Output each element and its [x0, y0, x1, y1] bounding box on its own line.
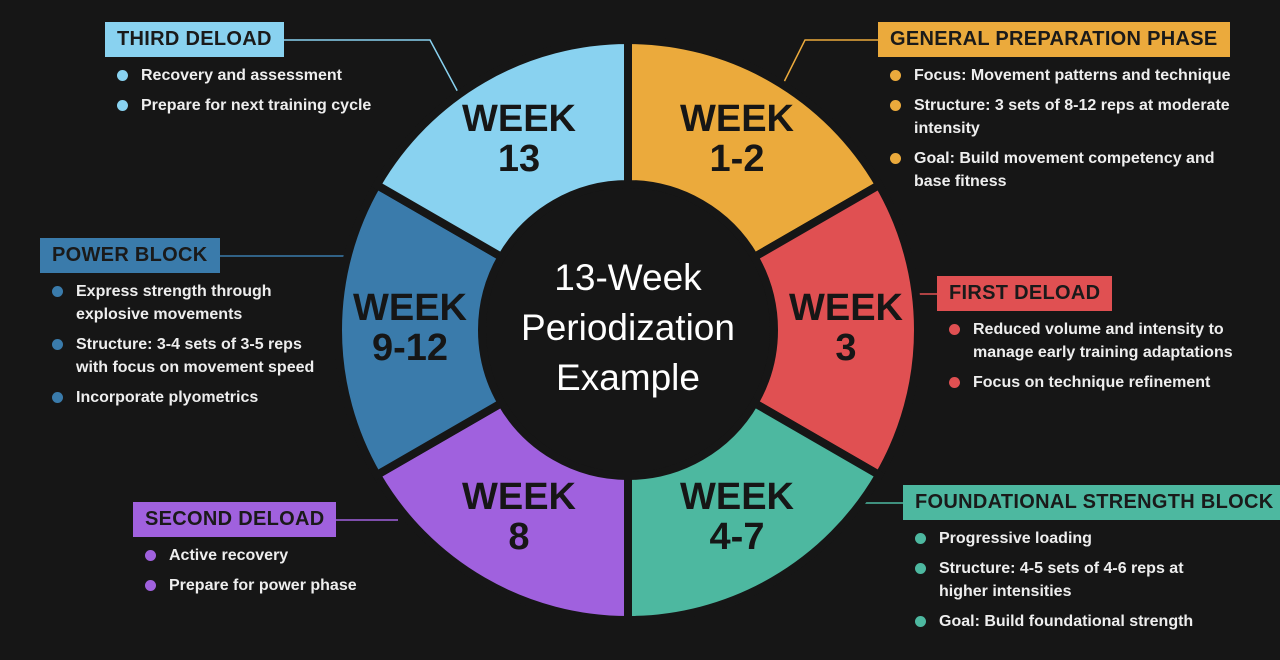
bullet-list: Progressive loading Structure: 4-5 sets o… — [913, 527, 1280, 633]
bullet-item: Focus on technique refinement — [947, 371, 1233, 394]
segment-label: WEEK — [789, 287, 904, 329]
bullet-item: Structure: 3-4 sets of 3-5 reps with focu… — [50, 333, 314, 379]
phase-title: GENERAL PREPARATION PHASE — [878, 22, 1230, 57]
leader-line — [781, 39, 878, 87]
phase-title: POWER BLOCK — [40, 238, 220, 273]
phase-title: THIRD DELOAD — [105, 22, 284, 57]
bullet-item: Express strength through explosive moveme… — [50, 280, 314, 326]
bullet-text: Prepare for power phase — [169, 577, 357, 594]
bullet-text: Structure: 4-5 sets of 4-6 reps at — [939, 560, 1184, 577]
phase-title: SECOND DELOAD — [133, 502, 337, 537]
segment-label: 4-7 — [710, 516, 765, 558]
bullet-dot — [915, 616, 926, 627]
bullet-dot — [949, 377, 960, 388]
bullet-dot — [949, 324, 960, 335]
segment-label: 8 — [508, 516, 529, 558]
bullet-text: Progressive loading — [939, 530, 1092, 547]
bullet-item: Reduced volume and intensity to manage ea… — [947, 318, 1233, 364]
bullet-list: Active recovery Prepare for power phase — [143, 544, 357, 597]
segment-label: WEEK — [462, 476, 577, 518]
bullet-dot — [52, 392, 63, 403]
bullet-text: Structure: 3-4 sets of 3-5 reps — [76, 336, 302, 353]
bullet-dot — [117, 100, 128, 111]
bullet-dot — [915, 563, 926, 574]
center-title: Periodization — [521, 307, 735, 348]
ring-segment — [748, 179, 922, 481]
ring-segment — [371, 397, 632, 625]
segment-label: WEEK — [353, 287, 468, 329]
bullet-dot — [145, 550, 156, 561]
bullet-item: Goal: Build foundational strength — [913, 610, 1280, 633]
ring-segment — [624, 397, 885, 625]
phase-panel: SECOND DELOAD Active recovery Prepare for … — [133, 502, 357, 597]
bullet-text: Goal: Build movement competency and — [914, 150, 1215, 167]
bullet-dot — [52, 339, 63, 350]
ring-segment — [624, 35, 885, 263]
segment-label: 1-2 — [710, 138, 765, 180]
bullet-text: Focus on technique refinement — [973, 374, 1211, 391]
phase-panel: POWER BLOCK Express strength through explo… — [40, 238, 314, 409]
leader-line — [275, 39, 461, 97]
bullet-item: Progressive loading — [913, 527, 1280, 550]
bullet-dot — [890, 153, 901, 164]
ring-segment — [334, 179, 508, 481]
bullet-item: Focus: Movement patterns and technique — [888, 64, 1230, 87]
bullet-text: Structure: 3 sets of 8-12 reps at modera… — [914, 97, 1230, 114]
bullet-list: Reduced volume and intensity to manage ea… — [947, 318, 1233, 394]
phase-title: FOUNDATIONAL STRENGTH BLOCK — [903, 485, 1280, 520]
bullet-text: manage early training adaptations — [973, 344, 1233, 361]
ring-segment — [371, 35, 632, 263]
bullet-item: Structure: 4-5 sets of 4-6 reps at higher… — [913, 557, 1280, 603]
bullet-text: with focus on movement speed — [76, 359, 315, 376]
bullet-text: Express strength through — [76, 283, 272, 300]
bullet-text: base fitness — [914, 173, 1007, 190]
bullet-text: Active recovery — [169, 547, 289, 564]
bullet-text: higher intensities — [939, 583, 1072, 600]
bullet-item: Goal: Build movement competency and base … — [888, 147, 1230, 193]
segment-label: 3 — [835, 327, 856, 369]
bullet-item: Incorporate plyometrics — [50, 386, 314, 409]
bullet-text: Focus: Movement patterns and technique — [914, 67, 1231, 84]
bullet-list: Focus: Movement patterns and technique St… — [888, 64, 1230, 193]
bullet-text: Recovery and assessment — [141, 67, 342, 84]
bullet-item: Prepare for power phase — [143, 574, 357, 597]
bullet-dot — [117, 70, 128, 81]
segment-label: 9-12 — [372, 327, 448, 369]
center-title: 13-Week — [554, 257, 702, 298]
phase-panel: THIRD DELOAD Recovery and assessment Prepa… — [105, 22, 371, 117]
bullet-list: Express strength through explosive moveme… — [50, 280, 314, 409]
bullet-item: Recovery and assessment — [115, 64, 371, 87]
center-title: Example — [556, 357, 700, 398]
segment-label: WEEK — [680, 98, 795, 140]
segment-label: WEEK — [462, 98, 577, 140]
bullet-item: Prepare for next training cycle — [115, 94, 371, 117]
segment-label: 13 — [498, 138, 540, 180]
phase-panel: FOUNDATIONAL STRENGTH BLOCK Progressive l… — [903, 485, 1280, 633]
phase-panel: GENERAL PREPARATION PHASE Focus: Movement… — [878, 22, 1230, 193]
bullet-dot — [890, 100, 901, 111]
bullet-dot — [52, 286, 63, 297]
bullet-item: Active recovery — [143, 544, 357, 567]
bullet-dot — [145, 580, 156, 591]
segment-label: WEEK — [680, 476, 795, 518]
bullet-text: Reduced volume and intensity to — [973, 321, 1224, 338]
bullet-text: explosive movements — [76, 306, 243, 323]
bullet-item: Structure: 3 sets of 8-12 reps at modera… — [888, 94, 1230, 140]
phase-panel: FIRST DELOAD Reduced volume and intensity… — [937, 276, 1233, 394]
bullet-dot — [915, 533, 926, 544]
bullet-dot — [890, 70, 901, 81]
bullet-text: Goal: Build foundational strength — [939, 613, 1194, 630]
bullet-list: Recovery and assessment Prepare for next … — [115, 64, 371, 117]
phase-title: FIRST DELOAD — [937, 276, 1113, 311]
bullet-text: Incorporate plyometrics — [76, 389, 259, 406]
bullet-text: intensity — [914, 120, 980, 137]
bullet-text: Prepare for next training cycle — [141, 97, 372, 114]
center-circle — [486, 188, 770, 472]
